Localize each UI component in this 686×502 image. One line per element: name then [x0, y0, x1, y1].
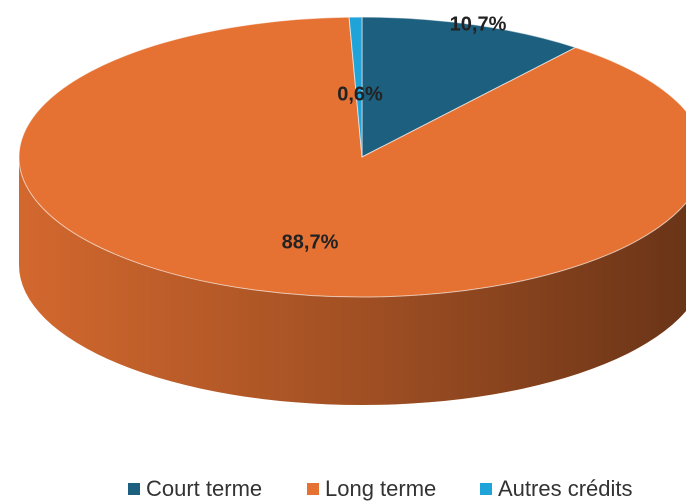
pie-slice [18, 16, 686, 298]
legend-label: Autres crédits [498, 476, 633, 501]
legend-swatch [480, 483, 492, 495]
data-label: 10,7% [450, 13, 507, 35]
legend-label: Court terme [146, 476, 262, 501]
legend-label: Long terme [325, 476, 436, 501]
legend-swatch [128, 483, 140, 495]
data-label: 88,7% [282, 231, 339, 253]
pie-side-shade [19, 157, 686, 405]
legend-swatch [307, 483, 319, 495]
pie-slice [361, 16, 577, 158]
pie-slice [348, 16, 363, 158]
data-label: 0,6% [337, 83, 383, 105]
